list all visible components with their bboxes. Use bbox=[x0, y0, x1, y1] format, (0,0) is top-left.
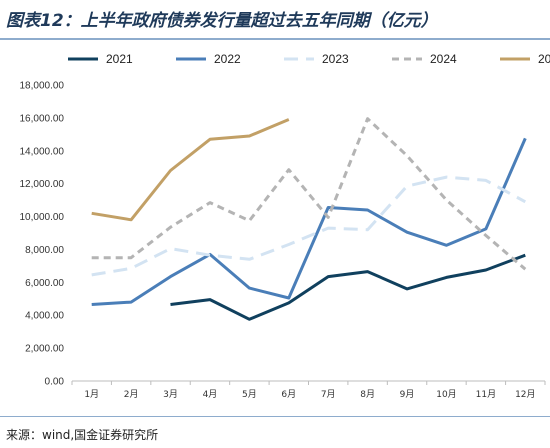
legend-label-2021: 2021 bbox=[106, 52, 133, 66]
series-line-2025 bbox=[91, 118, 290, 222]
title-bar: 图表12：上半年政府债券发行量超过去五年同期（亿元） bbox=[0, 0, 550, 40]
x-tick-label: 3月 bbox=[163, 389, 178, 400]
legend-label-2022: 2022 bbox=[214, 52, 241, 66]
footer-rule bbox=[0, 416, 550, 417]
y-tick-label: 6,000.00 bbox=[25, 278, 64, 289]
x-tick-label: 5月 bbox=[242, 389, 257, 400]
x-tick-label: 7月 bbox=[321, 389, 336, 400]
y-tick-label: 16,000.00 bbox=[20, 113, 65, 124]
x-tick-label: 8月 bbox=[360, 389, 375, 400]
legend-label-2023: 2023 bbox=[322, 52, 349, 66]
series-line-2024 bbox=[91, 117, 527, 271]
x-tick-label: 4月 bbox=[203, 389, 218, 400]
chart-title: 图表12：上半年政府债券发行量超过去五年同期（亿元） bbox=[6, 11, 438, 31]
y-axis: 0.00 2,000.00 4,000.00 6,000.00 8,000.00 10,0… bbox=[20, 81, 65, 388]
x-tick-label: 9月 bbox=[400, 389, 415, 400]
x-tick-label: 1月 bbox=[84, 389, 99, 400]
series-line-2022 bbox=[91, 137, 527, 306]
series-line-2021 bbox=[170, 253, 526, 321]
series-lines bbox=[91, 117, 527, 321]
y-tick-label: 8,000.00 bbox=[25, 245, 64, 256]
source-note: 来源：wind,国金证券研究所 bbox=[6, 428, 159, 442]
legend-label-2024: 2024 bbox=[430, 52, 457, 66]
y-tick-label: 14,000.00 bbox=[20, 146, 65, 157]
legend-label-2025: 2025 bbox=[538, 52, 550, 66]
chart-legend: 2021 2022 2023 2024 2025 bbox=[68, 52, 550, 66]
y-tick-label: 2,000.00 bbox=[25, 344, 64, 355]
series-line-2023 bbox=[91, 175, 527, 277]
x-tick-label: 2月 bbox=[124, 389, 139, 400]
x-axis: 1月 2月 3月 4月 5月 6月 7月 8月 9月 10月 11月 12月 bbox=[71, 380, 546, 400]
x-tick-label: 10月 bbox=[436, 389, 456, 400]
y-tick-label: 4,000.00 bbox=[25, 311, 64, 322]
y-tick-label: 10,000.00 bbox=[20, 212, 65, 223]
y-tick-label: 18,000.00 bbox=[20, 81, 65, 92]
y-tick-label: 12,000.00 bbox=[20, 179, 65, 190]
x-tick-label: 6月 bbox=[281, 389, 296, 400]
line-chart: 2021 2022 2023 2024 2025 0.00 2,000.00 4,000.0… bbox=[20, 52, 550, 400]
y-tick-label: 0.00 bbox=[45, 377, 65, 388]
x-tick-label: 12月 bbox=[515, 389, 535, 400]
title-underline bbox=[0, 38, 550, 40]
x-tick-label: 11月 bbox=[476, 389, 496, 400]
